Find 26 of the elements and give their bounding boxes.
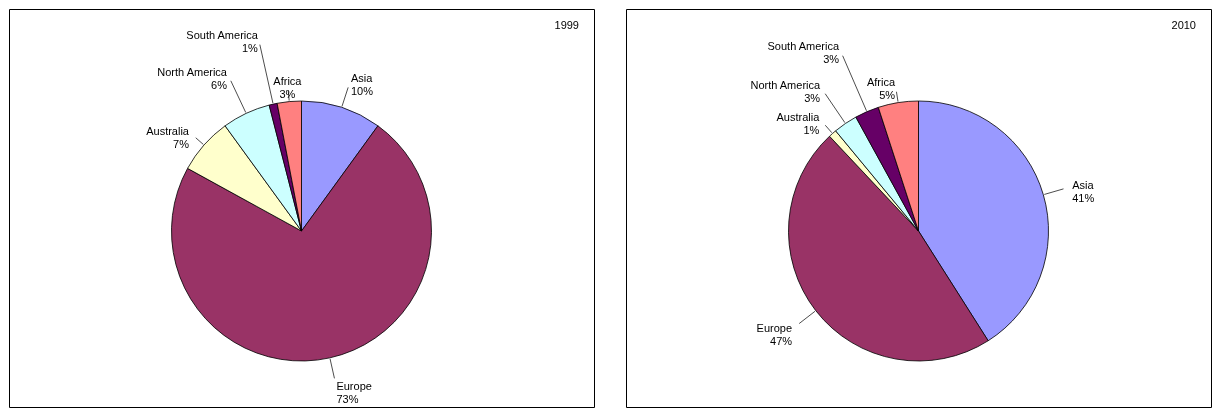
slice-label: Australia <box>776 111 821 124</box>
data-label: 47% <box>770 335 793 348</box>
text: 1999 <box>554 19 579 31</box>
data-label: 6% <box>211 78 228 91</box>
slice-label: Australia <box>146 124 190 137</box>
slice-label: Africa <box>866 75 896 88</box>
data-label: 3% <box>823 53 840 66</box>
data-label: 1% <box>803 124 820 137</box>
slice-label: South America <box>186 28 259 41</box>
slice-label: North America <box>157 65 228 78</box>
data-label: 1% <box>241 41 259 54</box>
data-label: 41% <box>1072 192 1095 205</box>
data-label: 3% <box>279 87 296 100</box>
slice-label: Europe <box>756 322 793 335</box>
data-label: 3% <box>804 92 821 105</box>
data-label: 10% <box>350 84 374 97</box>
slice-label: Asia <box>1072 179 1095 192</box>
data-label: 73% <box>336 393 359 406</box>
slice-label: North America <box>750 79 821 92</box>
data-label: 7% <box>173 137 190 150</box>
slice-label: Africa <box>273 74 303 87</box>
slice-label: South America <box>767 40 840 53</box>
text: 2010 <box>1171 19 1196 31</box>
data-label: 5% <box>879 88 896 101</box>
slice-label: Europe <box>336 380 372 393</box>
slice-label: Asia <box>350 71 374 84</box>
